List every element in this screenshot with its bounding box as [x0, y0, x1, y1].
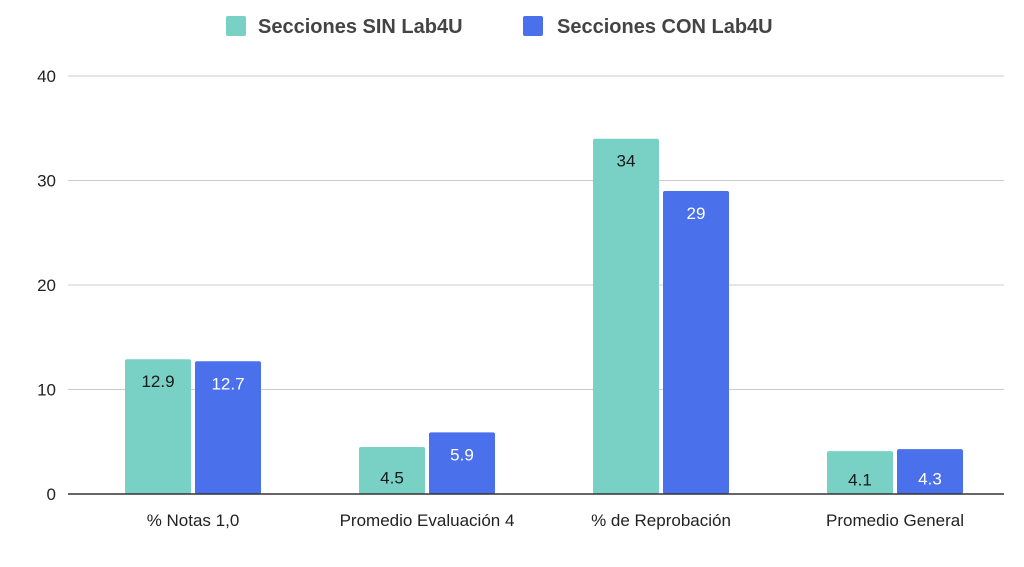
x-tick-label: Promedio General — [826, 511, 964, 530]
bar — [429, 432, 495, 494]
data-label: 4.1 — [848, 471, 872, 490]
bar — [195, 361, 261, 494]
data-label: 12.9 — [141, 372, 174, 391]
bar — [125, 359, 191, 494]
legend-swatch — [523, 16, 543, 36]
data-label: 5.9 — [450, 445, 474, 464]
bars: 12.9 12.7 4.5 5.9 34 29 4.1 4.3 — [125, 138, 963, 494]
y-tick-label: 0 — [47, 485, 56, 504]
bar — [663, 190, 729, 494]
data-label: 4.3 — [918, 470, 942, 489]
x-axis: % Notas 1,0 Promedio Evaluación 4 % de Rep… — [68, 493, 1004, 530]
gridlines — [68, 75, 1004, 390]
data-label: 4.5 — [380, 468, 404, 487]
bar — [593, 138, 659, 494]
y-tick-label: 40 — [37, 67, 56, 86]
legend-swatch — [226, 16, 246, 36]
legend-label: Secciones CON Lab4U — [557, 16, 773, 38]
legend-label: Secciones SIN Lab4U — [258, 16, 463, 38]
x-tick-label: % de Reprobación — [591, 511, 731, 530]
y-tick-label: 10 — [37, 381, 56, 400]
y-tick-label: 30 — [37, 172, 56, 191]
data-label: 29 — [687, 204, 706, 223]
bar — [827, 451, 893, 494]
data-label: 12.7 — [211, 374, 244, 393]
bar — [359, 446, 425, 494]
y-tick-label: 20 — [37, 276, 56, 295]
bar — [897, 449, 963, 494]
data-label: 34 — [617, 152, 636, 171]
legend: Secciones SIN Lab4U Secciones CON Lab4U — [226, 16, 773, 38]
y-axis: 0 10 20 30 40 — [37, 67, 56, 504]
x-tick-label: Promedio Evaluación 4 — [340, 511, 515, 530]
x-tick-label: % Notas 1,0 — [147, 511, 240, 530]
